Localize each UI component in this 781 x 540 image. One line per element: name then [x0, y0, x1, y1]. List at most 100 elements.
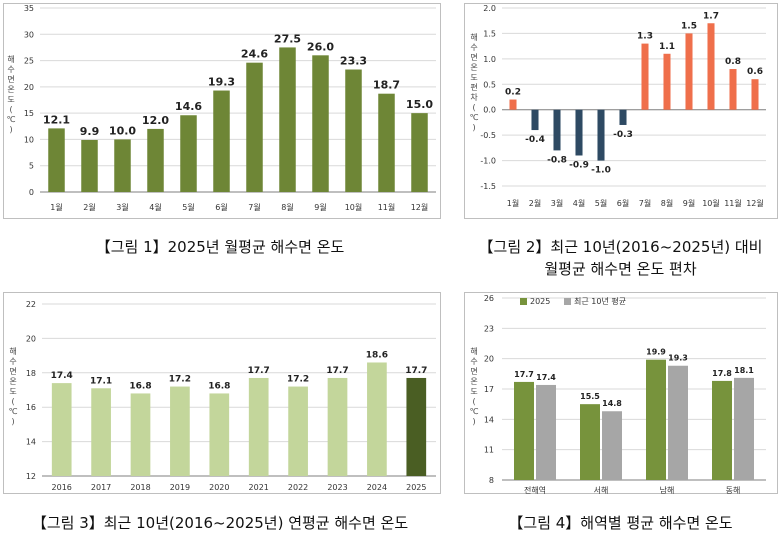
y-tick-label: -1.5: [480, 182, 496, 191]
data-label: 26.0: [307, 40, 334, 53]
bar-4월: [147, 128, 164, 192]
y-axis-label-char: 편: [470, 82, 477, 92]
bar-7월: [246, 62, 263, 192]
y-tick-label: 2.0: [483, 4, 496, 13]
data-label: 1.1: [659, 42, 675, 52]
y-axis-label-char: 온: [9, 377, 16, 386]
y-tick-label: 8: [489, 476, 494, 485]
data-label: 24.6: [241, 48, 268, 61]
y-tick-label: 0.5: [483, 80, 496, 89]
x-tick-label: 2020: [209, 483, 229, 492]
x-tick-label: 2017: [91, 483, 111, 492]
y-axis-label-char: 해: [470, 346, 477, 356]
y-axis-label-char: 해: [470, 32, 477, 42]
bar-2월: [531, 109, 539, 131]
y-axis-label-char: ): [11, 417, 14, 426]
bar-2022: [288, 386, 308, 476]
legend-label: 2025: [530, 297, 550, 306]
chart2-panel: -1.5 -1.0 -0.5 0.0 0.5 1.0 1.5 2.0 0.2 1월 -0.4 2월 -0…: [460, 0, 781, 290]
y-tick-label: -0.5: [480, 131, 496, 140]
x-tick-label: 남해: [660, 485, 675, 495]
y-tick-label: 26: [484, 294, 494, 303]
y-axis-label-char: 면: [470, 366, 477, 376]
x-tick-label: 2016: [52, 483, 72, 492]
data-label: -0.3: [613, 130, 633, 140]
data-label: 18.6: [366, 350, 388, 360]
x-tick-label: 2023: [327, 483, 347, 492]
bar-2018: [130, 393, 151, 476]
data-label: 17.7: [405, 366, 427, 376]
legend-swatch: [520, 298, 527, 305]
x-tick-label: 9월: [314, 202, 326, 212]
x-tick-label: 7월: [248, 202, 260, 212]
bar-1월: [509, 99, 517, 110]
data-label: 16.8: [129, 381, 151, 391]
y-axis-label-char: (: [472, 397, 475, 406]
data-label: 0.8: [725, 57, 741, 67]
y-tick-label: -1.0: [480, 157, 496, 166]
y-axis-label-char: 도: [470, 387, 477, 396]
data-label: 17.8: [712, 369, 732, 378]
bar-남해-1: [668, 365, 688, 480]
y-tick-label: 1.0: [483, 55, 496, 64]
data-label: 14.8: [602, 399, 622, 408]
y-tick-label: 14: [484, 415, 494, 424]
y-tick-label: 25: [24, 57, 34, 66]
x-tick-label: 2025: [406, 483, 426, 492]
data-label: 17.2: [287, 375, 309, 385]
x-tick-label: 2월: [529, 198, 541, 208]
chart3-svg: 12141618202217.4201617.1201716.8201817.2…: [9, 300, 436, 492]
chart3-panel: 12 14 16 18 20 22 17.4 2016 17.1 2017 16.8 2018 17.2…: [0, 290, 460, 540]
bar-9월: [312, 55, 329, 192]
data-label: -0.4: [525, 135, 545, 145]
y-axis-label-char: ): [9, 125, 12, 134]
bar-서해-1: [602, 411, 622, 480]
x-tick-label: 5월: [595, 198, 607, 208]
y-tick-label: 23: [484, 324, 494, 333]
y-axis-label-char: 도: [470, 73, 477, 82]
y-axis-label-char: ℃: [470, 407, 479, 416]
chart1-caption: 【그림 1】2025년 월평균 해수면 온도: [95, 238, 345, 256]
y-tick-label: 1.5: [483, 29, 496, 38]
bar-12월: [411, 113, 428, 192]
y-tick-label: 15: [24, 109, 34, 118]
data-label: 18.7: [373, 79, 400, 92]
bar-11월: [729, 69, 737, 110]
data-label: 23.3: [340, 55, 367, 68]
y-axis-label-char: ): [472, 123, 475, 132]
data-label: 17.4: [51, 371, 73, 381]
y-tick-label: 10: [24, 135, 34, 144]
chart1-svg: 0 5 10 15 20 25 30 35 12.1 1월 9.9 2월 10.0 3월 12.0 4월 14.…: [7, 4, 436, 212]
y-axis-label-char: 차: [470, 93, 478, 102]
bar-6월: [619, 109, 627, 125]
x-tick-label: 2018: [130, 483, 150, 492]
bar-12월: [751, 79, 759, 110]
data-label: 1.5: [681, 21, 697, 31]
bar-2024: [367, 362, 387, 476]
bar-전해역-1: [536, 384, 556, 480]
y-axis-label-char: 해: [9, 346, 16, 356]
data-label: 18.1: [734, 366, 754, 375]
data-label: 15.5: [580, 392, 600, 401]
x-tick-label: 전해역: [524, 485, 546, 495]
bar-2016: [51, 383, 72, 476]
x-tick-label: 9월: [683, 198, 695, 208]
data-label: 16.8: [208, 381, 230, 391]
bar-2월: [81, 139, 98, 192]
data-label: 1.7: [703, 11, 719, 21]
x-tick-label: 2월: [83, 202, 95, 212]
x-tick-label: 3월: [116, 202, 128, 212]
data-label: 15.0: [406, 98, 433, 111]
bar-2017: [91, 388, 111, 476]
bar-3월: [114, 139, 131, 192]
chart2-svg: -1.5 -1.0 -0.5 0.0 0.5 1.0 1.5 2.0 0.2 1월 -0.4 2월 -0…: [470, 4, 766, 208]
x-tick-label: 10월: [345, 202, 363, 212]
bar-서해-0: [580, 404, 600, 480]
y-axis-label-char: 수: [9, 357, 16, 366]
x-tick-label: 7월: [639, 198, 651, 208]
chart1-panel: 0 5 10 15 20 25 30 35 12.1 1월 9.9 2월 10.0 3월 12.0 4월 14.…: [0, 0, 460, 270]
bar-5월: [597, 109, 605, 161]
y-axis-label-char: 면: [9, 366, 16, 376]
